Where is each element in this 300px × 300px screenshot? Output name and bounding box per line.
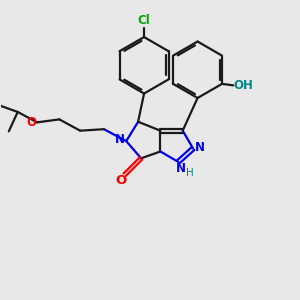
Text: OH: OH	[233, 79, 253, 92]
Text: N: N	[115, 133, 125, 146]
Text: N: N	[195, 140, 205, 154]
Text: Cl: Cl	[138, 14, 150, 27]
Text: O: O	[116, 173, 127, 187]
Text: N: N	[176, 162, 186, 175]
Text: O: O	[27, 116, 37, 130]
Text: H: H	[186, 168, 194, 178]
